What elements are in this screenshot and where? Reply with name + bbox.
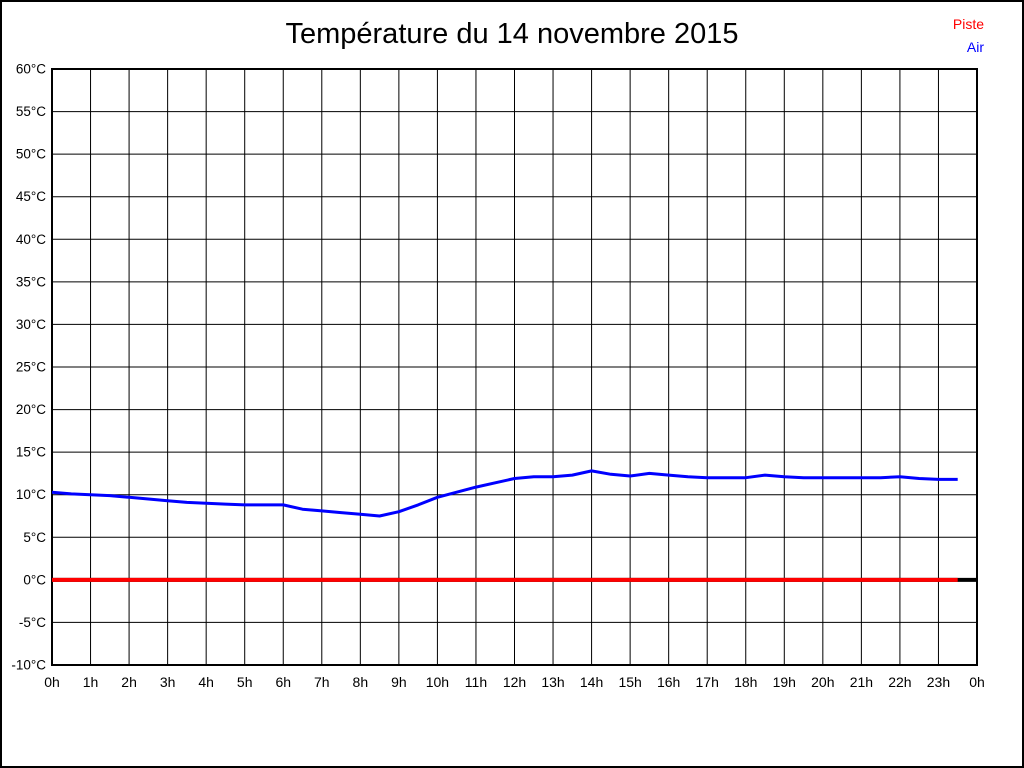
x-tick-label: 4h (198, 674, 214, 690)
air-line (51, 469, 958, 518)
x-tick-label: 21h (850, 674, 873, 690)
x-tick-label: 16h (657, 674, 680, 690)
x-tick-label: 2h (121, 674, 137, 690)
y-tick-label: 0°C (23, 572, 46, 587)
y-tick-label: 55°C (16, 104, 46, 119)
x-tick-label: 15h (618, 674, 641, 690)
y-tick-label: 15°C (16, 445, 46, 460)
x-tick-label: 8h (353, 674, 369, 690)
x-tick-label: 0h (44, 674, 60, 690)
plot-border (51, 68, 978, 666)
y-tick-label: 10°C (16, 487, 46, 502)
x-tick-label: 17h (696, 674, 719, 690)
legend-item-piste: Piste (952, 16, 984, 32)
x-tick-label: 3h (160, 674, 176, 690)
x-tick-label: 13h (541, 674, 564, 690)
x-tick-label: 14h (580, 674, 603, 690)
y-tick-label: 20°C (16, 402, 46, 417)
x-tick-label: 20h (811, 674, 834, 690)
y-tick-label: 35°C (16, 274, 46, 289)
x-tick-label: 10h (426, 674, 449, 690)
x-tick-label: 22h (888, 674, 911, 690)
x-tick-label: 18h (734, 674, 757, 690)
x-tick-label: 0h (969, 674, 985, 690)
x-tick-label: 23h (927, 674, 950, 690)
y-tick-label: -5°C (19, 615, 46, 630)
chart-title: Température du 14 novembre 2015 (285, 18, 739, 50)
y-tick-label: 45°C (16, 189, 46, 204)
x-tick-label: 19h (773, 674, 796, 690)
y-tick-label: 5°C (23, 530, 46, 545)
y-tick-label: 50°C (16, 147, 46, 162)
x-tick-label: 1h (83, 674, 99, 690)
x-tick-label: 7h (314, 674, 330, 690)
y-tick-label: 25°C (16, 360, 46, 375)
x-tick-label: 6h (275, 674, 291, 690)
x-tick-label: 12h (503, 674, 526, 690)
y-tick-label: 60°C (16, 62, 46, 77)
x-tick-label: 11h (465, 674, 487, 690)
y-tick-label: -10°C (11, 658, 46, 673)
y-tick-label: 40°C (16, 232, 46, 247)
y-tick-label: 30°C (16, 317, 46, 332)
legend-item-air: Air (966, 39, 984, 55)
x-tick-label: 9h (391, 674, 407, 690)
x-tick-label: 5h (237, 674, 253, 690)
legend: Piste Air (953, 13, 984, 59)
